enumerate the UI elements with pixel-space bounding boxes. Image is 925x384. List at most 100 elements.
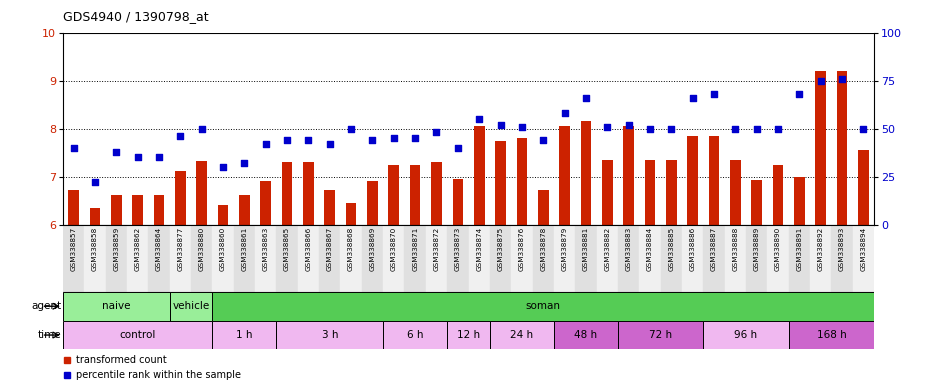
Point (622, 122, 636, 128)
Bar (410, 165, 421, 225)
Bar (191, 225, 213, 292)
Text: GSM338891: GSM338891 (796, 227, 802, 271)
Point (792, 91, 807, 97)
Bar (751, 180, 762, 225)
Bar (426, 225, 447, 292)
Point (387, 135, 401, 141)
Text: GSM338862: GSM338862 (135, 227, 141, 271)
Bar (581, 121, 591, 225)
Bar (554, 321, 618, 349)
Bar (666, 160, 677, 225)
Text: GSM338894: GSM338894 (860, 227, 867, 271)
Bar (490, 321, 554, 349)
Point (771, 126, 785, 132)
Text: GSM338880: GSM338880 (199, 227, 204, 271)
Bar (90, 208, 100, 225)
Text: vehicle: vehicle (172, 301, 210, 311)
Bar (768, 225, 789, 292)
Point (301, 137, 315, 143)
Bar (623, 126, 634, 225)
Bar (255, 225, 277, 292)
Bar (810, 225, 832, 292)
Bar (469, 225, 490, 292)
Bar (68, 190, 79, 225)
Text: GSM338887: GSM338887 (711, 227, 717, 271)
Text: GSM338878: GSM338878 (540, 227, 547, 271)
Bar (794, 177, 805, 225)
Point (536, 137, 550, 143)
Text: GSM338879: GSM338879 (561, 227, 568, 271)
Bar (724, 225, 746, 292)
Point (216, 164, 230, 170)
Text: GSM338870: GSM338870 (390, 227, 397, 271)
Bar (148, 225, 169, 292)
Text: 6 h: 6 h (407, 330, 424, 340)
Text: GSM338857: GSM338857 (70, 227, 77, 271)
Point (152, 154, 166, 161)
Text: GSM338883: GSM338883 (625, 227, 632, 271)
Point (834, 76, 849, 82)
Bar (789, 225, 810, 292)
Point (258, 141, 273, 147)
Bar (362, 225, 383, 292)
Bar (282, 162, 292, 225)
Bar (746, 225, 768, 292)
Text: GSM338886: GSM338886 (690, 227, 696, 271)
Point (365, 137, 380, 143)
Bar (789, 321, 874, 349)
Bar (447, 321, 490, 349)
Bar (277, 225, 298, 292)
Point (600, 124, 615, 130)
Text: 24 h: 24 h (511, 330, 534, 340)
Text: time: time (37, 330, 61, 340)
Text: GSM338860: GSM338860 (220, 227, 226, 271)
Bar (533, 225, 554, 292)
Bar (213, 225, 234, 292)
Text: GSM338863: GSM338863 (263, 227, 268, 271)
Point (173, 133, 188, 139)
Bar (132, 195, 143, 225)
Point (707, 91, 722, 97)
Bar (239, 195, 250, 225)
Text: GSM338882: GSM338882 (604, 227, 610, 271)
Bar (367, 182, 377, 225)
Bar (682, 225, 703, 292)
Text: 48 h: 48 h (574, 330, 598, 340)
Bar (597, 225, 618, 292)
Text: 168 h: 168 h (817, 330, 846, 340)
Text: GSM338866: GSM338866 (305, 227, 312, 271)
Bar (63, 225, 84, 292)
Text: percentile rank within the sample: percentile rank within the sample (76, 370, 241, 381)
Bar (127, 225, 148, 292)
Point (429, 129, 444, 136)
Bar (346, 203, 356, 225)
Text: GSM338869: GSM338869 (369, 227, 376, 271)
Point (237, 160, 252, 166)
Point (67, 145, 81, 151)
Bar (495, 141, 506, 225)
Text: GSM338893: GSM338893 (839, 227, 845, 271)
Text: GDS4940 / 1390798_at: GDS4940 / 1390798_at (63, 10, 208, 23)
Bar (512, 225, 533, 292)
Bar (196, 161, 207, 225)
Bar (816, 71, 826, 225)
Bar (703, 225, 724, 292)
Text: GSM338875: GSM338875 (498, 227, 503, 271)
Bar (213, 292, 874, 321)
Bar (217, 205, 228, 225)
Bar (63, 292, 169, 321)
Bar (709, 136, 720, 225)
Bar (639, 225, 660, 292)
Text: GSM338872: GSM338872 (434, 227, 439, 271)
Text: GSM338858: GSM338858 (92, 227, 98, 271)
Point (408, 135, 423, 141)
Text: GSM338885: GSM338885 (669, 227, 674, 271)
Bar (277, 321, 383, 349)
Text: GSM338873: GSM338873 (455, 227, 461, 271)
Text: GSM338876: GSM338876 (519, 227, 524, 271)
Bar (490, 225, 512, 292)
Text: GSM338889: GSM338889 (754, 227, 759, 271)
Bar (431, 162, 442, 225)
Point (749, 126, 764, 132)
Bar (388, 165, 399, 225)
